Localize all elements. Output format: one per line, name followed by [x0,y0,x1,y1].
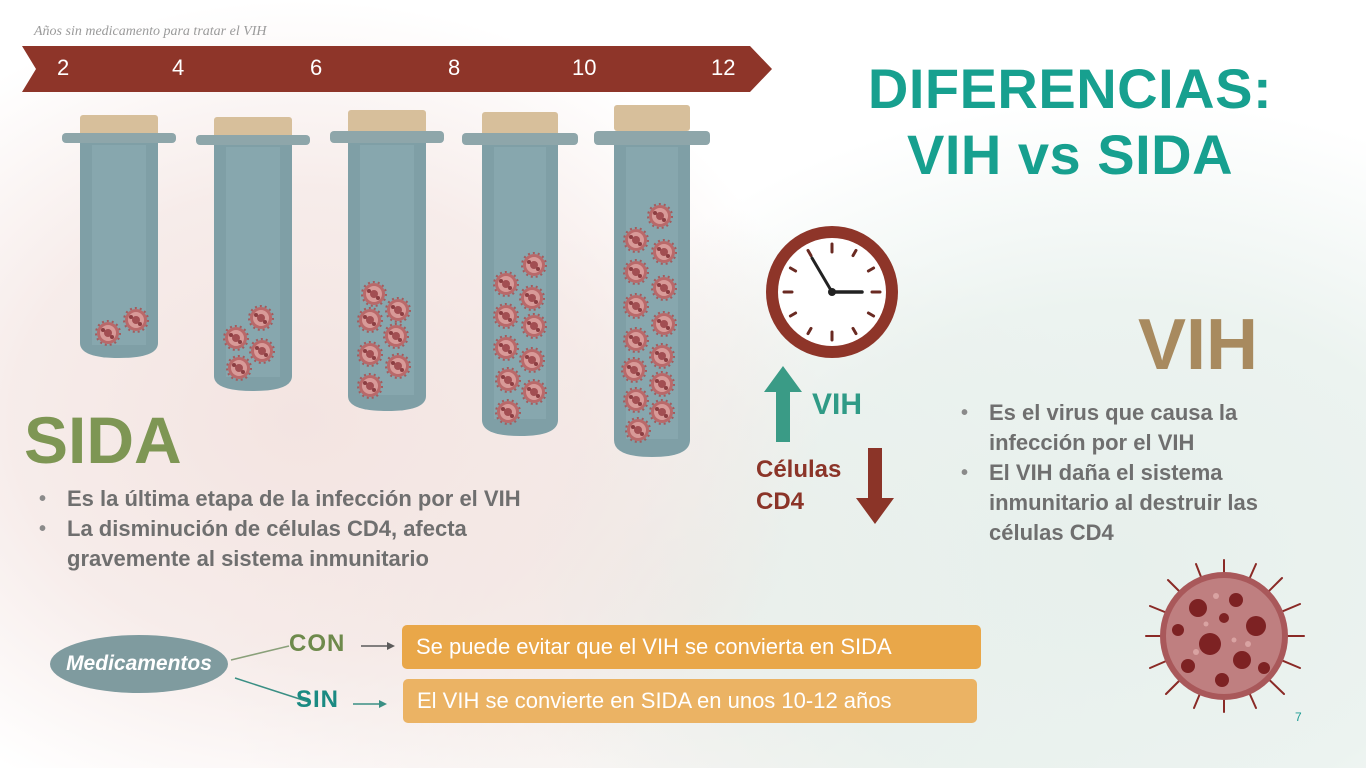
timeline-tick: 4 [172,55,185,80]
timeline-arrow [22,46,772,92]
medicamentos-node: Medicamentos [50,635,228,693]
medicamentos-label: Medicamentos [66,652,212,675]
con-label: CON [289,630,346,657]
page-number: 7 [1295,710,1302,724]
vih-bullet-list: Es el virus que causa la infección por e… [955,398,1315,548]
down-arrow-icon [856,448,894,524]
timeline-tick: 10 [572,55,597,80]
sida-heading: SIDA [24,403,182,477]
title-line-1: DIFERENCIAS: [867,57,1273,120]
flow-connectors [230,642,395,708]
vih-heading: VIH [1138,305,1259,385]
cd4-label-line-2: CD4 [756,488,805,515]
test-tube-icon [462,112,578,436]
sida-bullet-list: Es la última etapa de la infección por e… [33,484,563,574]
sin-result-box: El VIH se convierte en SIDA en unos 10-1… [403,679,977,723]
title-line-2: VIH vs SIDA [906,123,1234,186]
test-tube-icon [594,105,710,457]
test-tubes [62,105,710,457]
timeline-tick: 6 [310,55,323,80]
test-tube-icon [330,110,444,411]
timeline-caption: Años sin medicamento para tratar el VIH [34,24,267,39]
list-item: El VIH daña el sistema inmunitario al de… [955,458,1315,548]
test-tube-icon [62,115,176,358]
list-item: Es el virus que causa la infección por e… [955,398,1315,458]
timeline-tick: 12 [711,55,736,80]
virus-icon [1145,559,1305,713]
vih-increase-label: VIH [812,388,863,421]
test-tube-icon [196,117,310,391]
cd4-label-line-1: Células [756,456,842,483]
list-item: Es la última etapa de la infección por e… [33,484,563,514]
slide-title: DIFERENCIAS: VIH vs SIDA [830,56,1310,188]
clock-icon [766,226,898,358]
cd4-decrease-label: Células CD4 [756,454,841,518]
timeline-tick: 2 [57,55,70,80]
list-item: La disminución de células CD4, afecta gr… [33,514,563,574]
up-arrow-icon [764,366,802,442]
sin-result-text: El VIH se convierte en SIDA en unos 10-1… [417,688,892,713]
con-result-text: Se puede evitar que el VIH se convierta … [416,634,892,659]
timeline-tick: 8 [448,55,461,80]
sin-label: SIN [296,686,340,713]
con-result-box: Se puede evitar que el VIH se convierta … [402,625,981,669]
